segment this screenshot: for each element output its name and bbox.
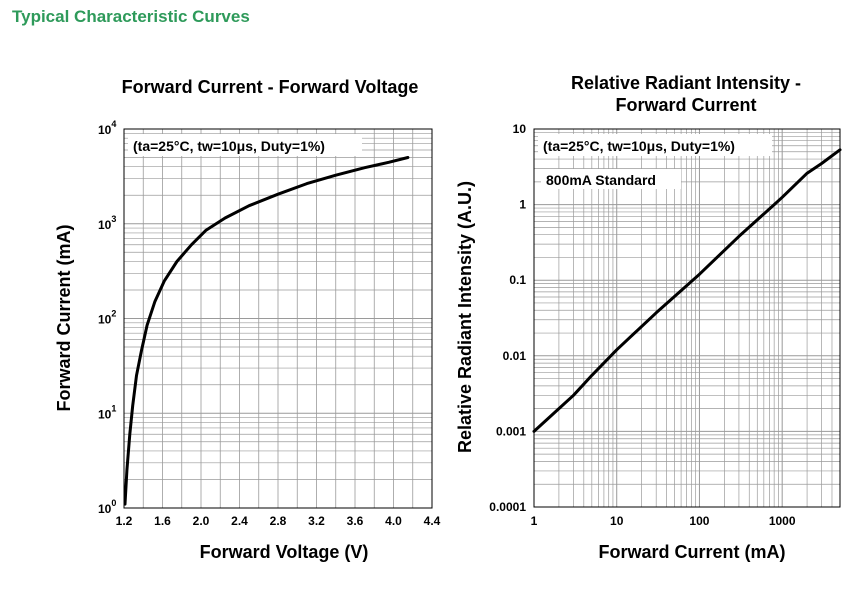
y-tick-label: 1 [519,198,526,212]
chart1-y-tick-labels: 100 101 102 103 104 [98,119,116,516]
x-tick-label: 2.8 [270,514,287,528]
chart2-y-axis-label: Relative Radiant Intensity (A.U.) [455,181,475,453]
x-tick-label: 1.6 [154,514,171,528]
chart2-title-line2: Forward Current [615,95,756,115]
radiant-intensity-chart: Relative Radiant Intensity - Forward Cur… [455,73,842,562]
x-tick-label: 2.4 [231,514,248,528]
y-tick-label: 10 [513,122,527,136]
chart2-x-tick-labels: 1 10 100 1000 [531,514,796,528]
chart2-annotation: (ta=25°C, tw=10μs, Duty=1%) [543,138,735,154]
chart1-x-tick-labels: 1.2 1.6 2.0 2.4 2.8 3.2 3.6 4.0 4.4 [116,514,441,528]
chart1-title: Forward Current - Forward Voltage [122,77,419,97]
chart1-series-line [123,156,410,506]
x-tick-label: 4.0 [385,514,402,528]
chart1-grid [123,129,433,509]
y-tick-label: 0.01 [503,349,527,363]
chart2-series-line [532,148,842,433]
x-tick-label: 1000 [769,514,796,528]
y-tick-label: 104 [98,119,116,137]
y-tick-label: 100 [98,498,116,516]
x-tick-label: 1 [531,514,538,528]
chart2-annotation-standard: 800mA Standard [546,172,656,188]
x-tick-label: 2.0 [193,514,210,528]
y-tick-label: 102 [98,309,116,327]
chart2-title-line1: Relative Radiant Intensity - [571,73,801,93]
x-tick-label: 4.4 [424,514,441,528]
chart1-x-axis-label: Forward Voltage (V) [200,542,369,562]
chart2-grid [533,129,841,508]
chart1-plot-frame [123,128,433,509]
forward-current-voltage-chart: Forward Current - Forward Voltage (ta=25… [54,77,441,562]
y-tick-label: 0.001 [496,424,526,438]
chart1-annotation-bg [128,134,362,156]
x-tick-label: 1.2 [116,514,133,528]
chart2-annotation-bg [538,134,772,156]
y-tick-label: 0.0001 [489,500,526,514]
chart1-y-axis-label: Forward Current (mA) [54,224,74,411]
page-title: Typical Characteristic Curves [12,7,250,26]
y-tick-label: 101 [98,403,116,421]
y-tick-label: 103 [98,214,116,232]
x-tick-label: 100 [689,514,709,528]
chart2-y-tick-labels: 0.0001 0.001 0.01 0.1 1 10 [489,122,526,514]
chart2-annotation2-bg [541,169,681,189]
chart2-x-axis-label: Forward Current (mA) [598,542,785,562]
chart1-annotation: (ta=25°C, tw=10μs, Duty=1%) [133,138,325,154]
y-tick-label: 0.1 [509,273,526,287]
chart2-plot-frame [533,128,841,508]
x-tick-label: 3.2 [308,514,325,528]
x-tick-label: 10 [610,514,624,528]
x-tick-label: 3.6 [347,514,364,528]
